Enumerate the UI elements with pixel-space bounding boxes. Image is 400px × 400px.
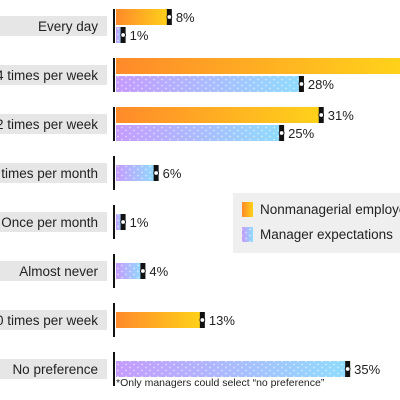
bar-pattern — [116, 214, 123, 230]
category-label-box — [0, 261, 107, 281]
bar-pattern — [116, 361, 348, 377]
category-row: A few times per month 6% — [0, 156, 182, 190]
category-label: 3-4 times per week — [0, 68, 98, 83]
category-row: 3-4 times per week 28% — [0, 58, 400, 92]
category-label: No preference — [12, 362, 98, 377]
bar — [116, 9, 169, 25]
category-label: Almost never — [19, 264, 98, 279]
category-row: No preference 35% — [0, 352, 381, 386]
category-row: Once per month 1% — [0, 205, 149, 239]
legend-swatch-pattern — [242, 227, 253, 242]
value-label: 4% — [149, 264, 168, 279]
bar — [116, 107, 321, 123]
value-label: 1% — [130, 215, 149, 230]
bar-end-dot — [298, 81, 305, 87]
footnote: *Only managers could select “no preferen… — [116, 377, 325, 389]
category-label-box — [0, 16, 107, 36]
category-label: A few times per month — [0, 166, 98, 181]
category-row: Almost never 4% — [0, 254, 169, 288]
category-label: Every day — [38, 19, 98, 34]
legend-label: Nonmanagerial employee — [260, 202, 400, 217]
value-label: 31% — [328, 108, 354, 123]
value-label: 1% — [130, 28, 149, 43]
category-row: Every day 8% 1% — [0, 9, 195, 43]
value-label: 25% — [288, 126, 314, 141]
category-label-box — [0, 310, 107, 330]
category-label: 1-2 times per week — [0, 117, 98, 132]
bar-end-dot — [120, 219, 127, 225]
bar-end-dot — [199, 317, 206, 323]
category-label-box — [0, 359, 107, 379]
bar — [116, 58, 400, 74]
category-label: 5-10 times per week — [0, 313, 98, 328]
bar-end-dot — [140, 268, 146, 274]
bar-end-dot — [120, 32, 127, 38]
bar-pattern — [116, 165, 156, 181]
bar-pattern — [116, 125, 282, 141]
category-label: Once per month — [1, 215, 98, 230]
bar-end-dot — [344, 366, 351, 372]
value-label: 13% — [209, 313, 235, 328]
category-row: 1-2 times per week 31% 25% — [0, 107, 354, 141]
value-label: 35% — [354, 362, 380, 377]
category-label-box — [0, 114, 107, 134]
category-label-box — [0, 65, 107, 85]
bar-end-dot — [318, 112, 325, 118]
bar-end-dot — [153, 170, 160, 176]
legend-label: Manager expectations — [260, 227, 393, 242]
bar-pattern — [116, 76, 301, 92]
value-label: 6% — [163, 166, 182, 181]
bar — [116, 312, 202, 328]
legend-box — [233, 193, 400, 253]
bar-pattern — [116, 27, 123, 43]
value-label: 28% — [308, 77, 334, 92]
value-label: 8% — [176, 10, 195, 25]
bar-end-dot — [278, 130, 285, 136]
legend: Nonmanagerial employee Manager expectatio… — [233, 193, 400, 253]
category-row: 5-10 times per week 13% — [0, 303, 235, 337]
bar-pattern — [116, 263, 143, 279]
category-label-box — [0, 212, 107, 232]
category-label-box — [0, 163, 107, 183]
legend-swatch — [242, 202, 253, 217]
bar-end-dot — [166, 14, 173, 20]
